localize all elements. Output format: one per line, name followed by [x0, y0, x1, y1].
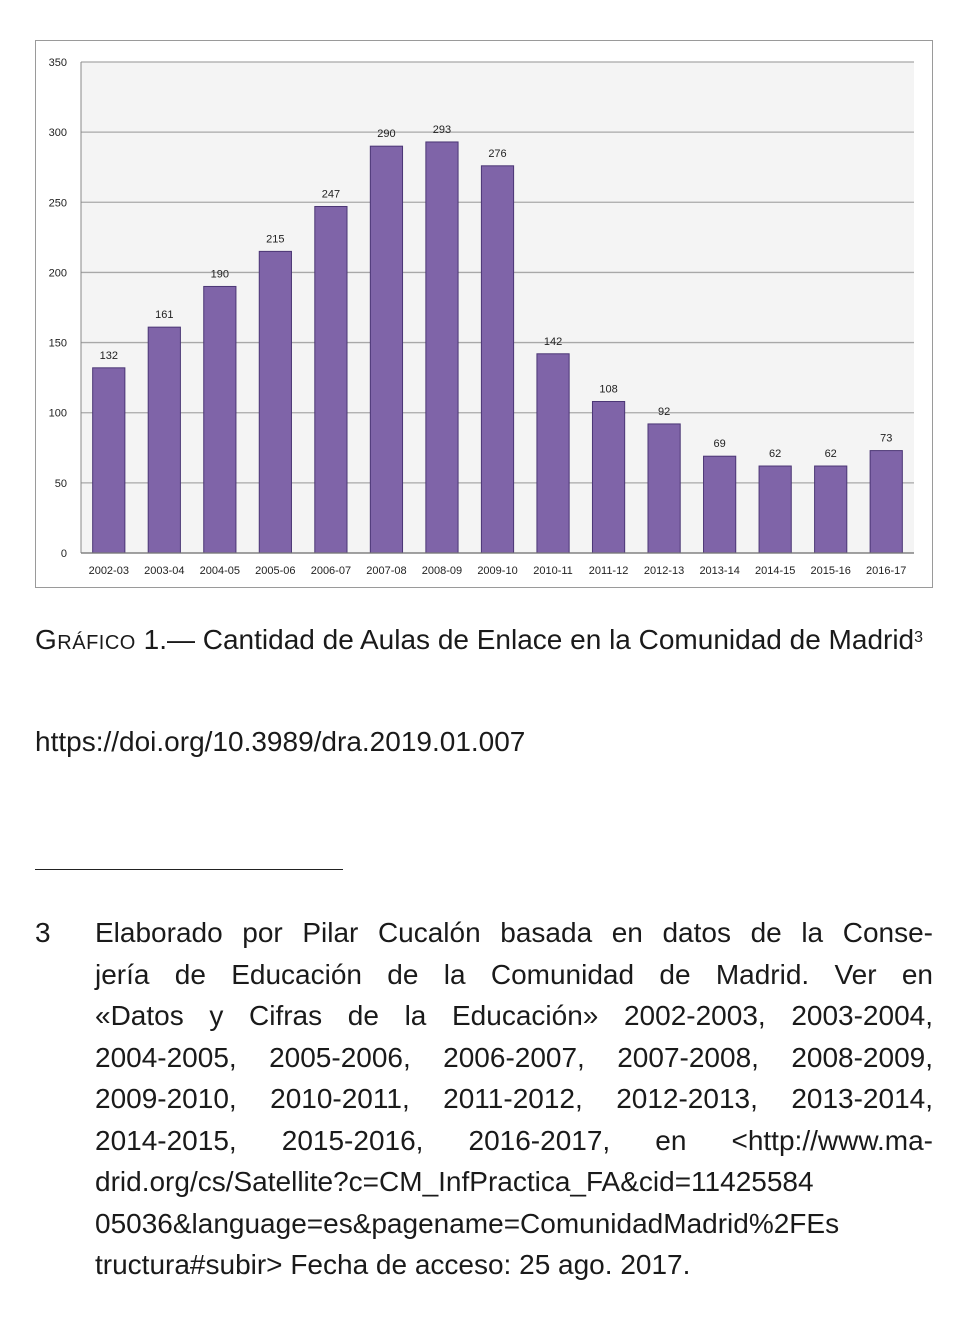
y-tick-label: 100: [49, 408, 67, 420]
data-label: 73: [880, 433, 892, 445]
x-tick-label: 2002-03: [89, 565, 129, 577]
bar: [536, 353, 570, 554]
footnote-line: 2009-2010, 2010-2011, 2011-2012, 2012-20…: [95, 1083, 933, 1114]
bar: [369, 145, 404, 554]
bar: [314, 205, 348, 554]
data-label: 62: [769, 448, 781, 460]
x-tick-label: 2003-04: [144, 565, 184, 577]
x-tick-label: 2007-08: [366, 565, 406, 577]
caption-label: Gráfico: [35, 624, 136, 655]
bar: [147, 326, 181, 554]
data-label: 92: [658, 406, 670, 418]
data-label: 215: [266, 233, 284, 245]
bar: [425, 141, 459, 554]
data-label: 108: [599, 383, 617, 395]
y-tick-label: 350: [49, 57, 67, 69]
chart-svg: 0 50 100 150 200 250 300 350 132 2002-03 161 2003-0…: [49, 57, 914, 577]
footnote-line: tructura#subir> Fecha de acceso: 25 ago.…: [95, 1249, 691, 1280]
bar: [758, 465, 792, 554]
bar: [258, 250, 292, 554]
data-label: 190: [211, 268, 229, 280]
y-tick-label: 50: [55, 478, 67, 490]
x-tick-label: 2004-05: [200, 565, 240, 577]
bar: [869, 450, 903, 554]
bar: [203, 285, 237, 554]
y-tick-label: 300: [49, 127, 67, 139]
x-tick-label: 2011-12: [589, 565, 629, 577]
data-label: 62: [825, 448, 837, 460]
data-label: 276: [488, 148, 506, 160]
y-tick-label: 0: [61, 548, 67, 560]
footnote-line: jería de Educación de la Comunidad de Ma…: [95, 958, 933, 990]
x-tick-label: 2012-13: [644, 565, 684, 577]
footnote-text: Elaborado por Pilar Cucalón basada en da…: [95, 912, 933, 1286]
x-tick-label: 2013-14: [699, 565, 739, 577]
data-label: 132: [100, 350, 118, 362]
doi-link[interactable]: https://doi.org/10.3989/dra.2019.01.007: [35, 726, 526, 757]
x-tick-label: 2009-10: [477, 565, 517, 577]
x-tick-label: 2010-11: [533, 565, 573, 577]
footnote-number: 3: [35, 917, 51, 948]
caption-note-ref: 3: [914, 629, 924, 646]
bar: [591, 400, 626, 554]
footnote-divider: [35, 869, 343, 870]
x-tick-label: 2016-17: [866, 565, 906, 577]
data-label: 161: [155, 309, 173, 321]
caption-text: Cantidad de Aulas de Enlace en la Comuni…: [202, 624, 915, 655]
bar: [647, 423, 681, 554]
bar: [814, 465, 848, 554]
x-tick-label: 2005-06: [255, 565, 295, 577]
bar-chart: 0 50 100 150 200 250 300 350 132 2002-03 161 2003-0…: [35, 40, 933, 588]
y-tick-label: 200: [49, 267, 67, 279]
bar: [703, 455, 737, 554]
footnote-line: «Datos y Cifras de la Educación» 2002-20…: [95, 1000, 933, 1031]
figure-caption: Gráfico 1.— Cantidad de Aulas de Enlace …: [35, 622, 933, 658]
y-tick-label: 250: [49, 197, 67, 209]
bar: [92, 367, 126, 554]
footnote-line: 2014-2015, 2015-2016, 2016-2017, en <htt…: [95, 1124, 933, 1156]
data-label: 290: [377, 128, 395, 140]
caption-number: 1.—: [143, 624, 195, 655]
footnote-line: drid.org/cs/Satellite?c=CM_InfPractica_F…: [95, 1166, 814, 1197]
footnote-line: Elaborado por Pilar Cucalón basada en da…: [95, 917, 933, 948]
x-tick-label: 2015-16: [811, 565, 851, 577]
data-label: 69: [714, 438, 726, 450]
footnote-line: 05036&language=es&pagename=ComunidadMadr…: [95, 1207, 840, 1239]
footnote-line: 2004-2005, 2005-2006, 2006-2007, 2007-20…: [95, 1041, 933, 1073]
data-label: 247: [322, 188, 340, 200]
x-tick-label: 2014-15: [755, 565, 795, 577]
data-label: 293: [433, 124, 451, 136]
y-tick-label: 150: [49, 338, 67, 350]
x-tick-label: 2008-09: [422, 565, 462, 577]
x-tick-label: 2006-07: [311, 565, 351, 577]
bar: [480, 165, 515, 554]
data-label: 142: [544, 336, 562, 348]
